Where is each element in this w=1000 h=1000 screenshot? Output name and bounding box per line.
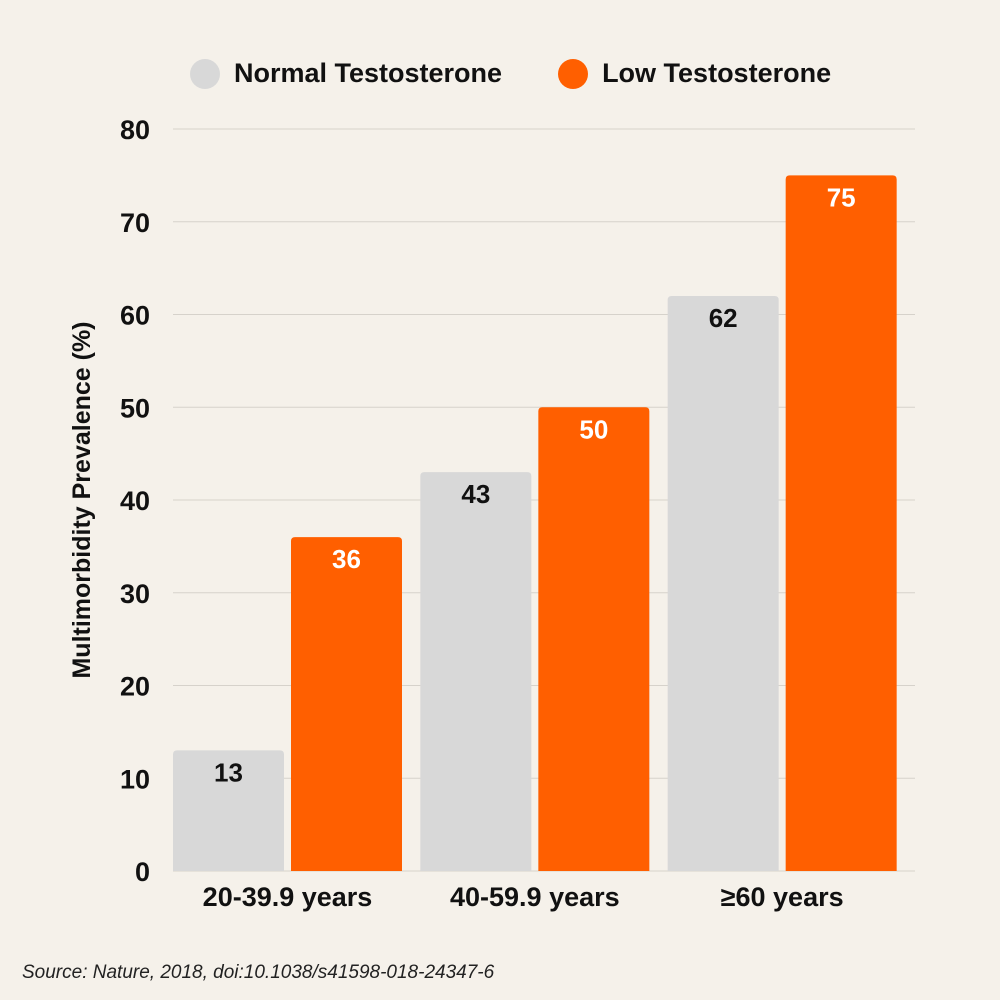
x-tick-label: 40-59.9 years [450, 882, 620, 912]
bar-low [291, 537, 402, 871]
y-tick-label: 50 [120, 393, 150, 423]
bar-normal [667, 295, 779, 871]
legend-label-normal: Normal Testosterone [234, 58, 503, 88]
y-tick-label: 60 [120, 301, 150, 331]
y-tick-label: 20 [120, 672, 150, 702]
source-note: Source: Nature, 2018, doi:10.1038/s41598… [22, 962, 495, 983]
y-tick-label: 30 [120, 579, 150, 609]
y-tick-label: 80 [120, 115, 150, 145]
legend-label-low: Low Testosterone [602, 58, 832, 88]
bar-value-label: 50 [579, 414, 608, 444]
x-tick-label: 20-39.9 years [203, 882, 373, 912]
x-tick-label: ≥60 years [721, 882, 844, 912]
bar-low [785, 175, 897, 871]
y-axis-label: Multimorbidity Prevalence (%) [68, 321, 96, 678]
y-tick-label: 70 [120, 208, 150, 238]
legend-item-normal: Normal Testosterone [190, 58, 502, 89]
bar-low [538, 407, 650, 871]
bar-value-label: 75 [827, 182, 856, 212]
bar-value-label: 13 [214, 757, 243, 787]
legend-swatch-normal [190, 58, 220, 89]
y-tick-label: 0 [135, 857, 150, 887]
y-tick-label: 40 [120, 486, 150, 516]
bar-normal [173, 750, 284, 871]
bar-value-label: 36 [332, 544, 361, 574]
bar-value-label: 43 [461, 479, 490, 509]
y-tick-label: 10 [120, 764, 150, 794]
chart-legend: Normal Testosterone Low Testosterone [190, 58, 831, 89]
bar-normal [420, 472, 532, 871]
bar-value-label: 62 [709, 303, 738, 333]
legend-item-low: Low Testosterone [558, 58, 831, 89]
legend-swatch-low [558, 58, 589, 89]
